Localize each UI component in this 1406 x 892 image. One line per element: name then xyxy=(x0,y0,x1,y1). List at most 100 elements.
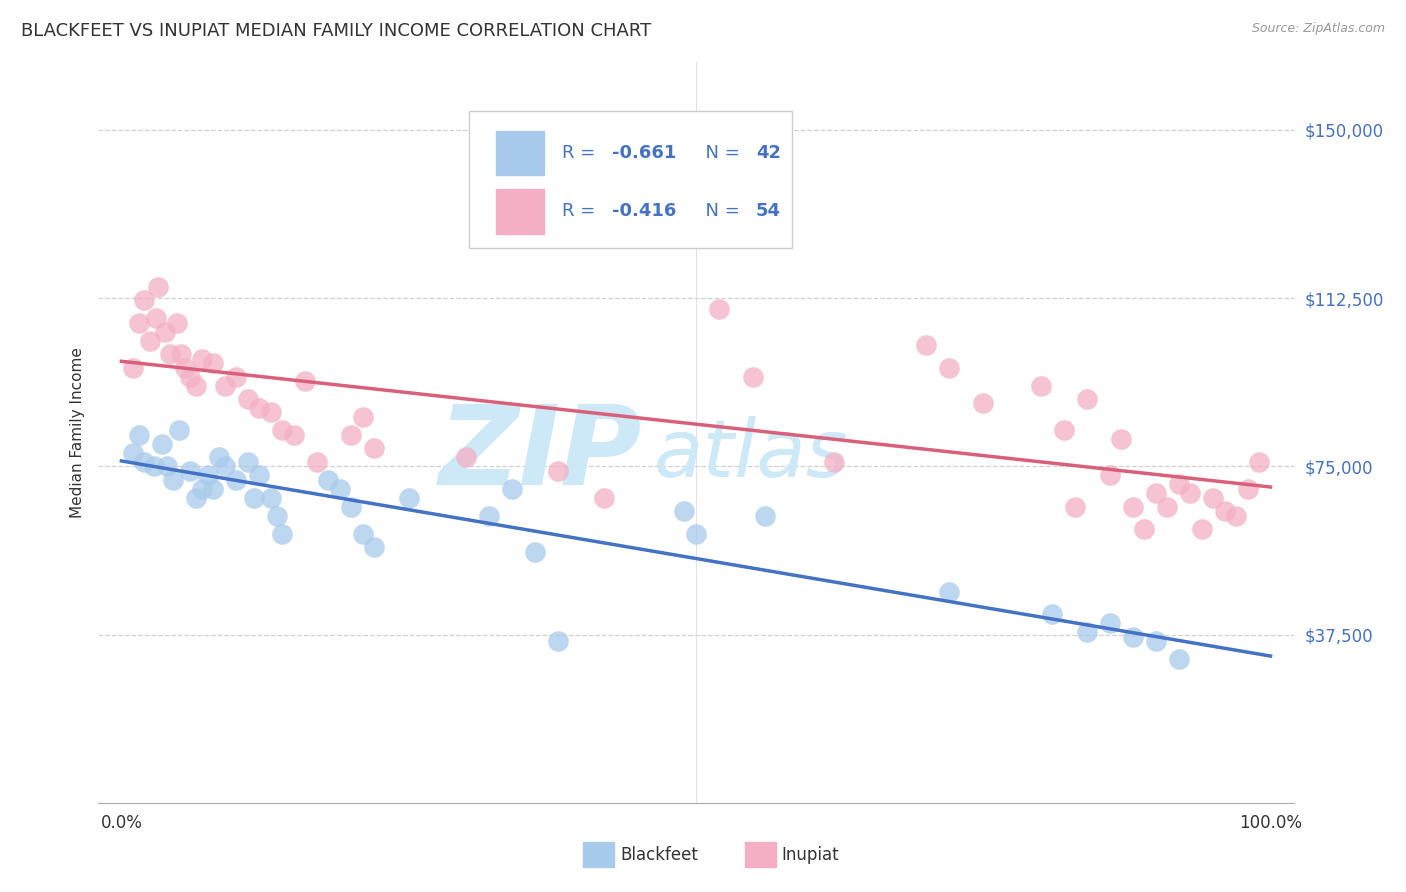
Point xyxy=(340,500,363,514)
Point xyxy=(150,437,173,451)
Point xyxy=(134,293,156,308)
Point xyxy=(122,360,145,375)
Point xyxy=(236,455,259,469)
Point xyxy=(214,378,236,392)
Point xyxy=(191,351,214,366)
Point xyxy=(202,482,225,496)
Point xyxy=(1064,500,1087,514)
Point xyxy=(685,526,707,541)
Point xyxy=(159,347,181,361)
Point xyxy=(271,526,294,541)
Point xyxy=(1133,522,1156,536)
Point xyxy=(1247,455,1270,469)
Point xyxy=(363,540,385,554)
Point xyxy=(673,504,696,518)
Point xyxy=(1144,634,1167,648)
Point xyxy=(593,491,616,505)
Point xyxy=(179,369,201,384)
Point xyxy=(823,455,845,469)
Point xyxy=(283,428,305,442)
Point xyxy=(1122,500,1144,514)
Point xyxy=(1109,433,1132,447)
Point xyxy=(1053,423,1076,437)
Point xyxy=(148,280,170,294)
Point xyxy=(139,334,162,348)
Point xyxy=(184,378,207,392)
Point xyxy=(352,526,374,541)
Point xyxy=(1144,486,1167,500)
Point xyxy=(938,585,960,599)
Point xyxy=(167,423,190,437)
Text: -0.416: -0.416 xyxy=(613,202,676,220)
Point xyxy=(1040,607,1063,622)
Point xyxy=(202,356,225,370)
Point xyxy=(225,369,247,384)
Point xyxy=(1098,616,1121,631)
Point xyxy=(1225,508,1247,523)
Point xyxy=(1076,625,1098,640)
Point xyxy=(156,459,179,474)
Point xyxy=(128,316,150,330)
Point xyxy=(1213,504,1236,518)
Point xyxy=(972,396,994,410)
Point xyxy=(914,338,936,352)
Point xyxy=(162,473,184,487)
Point xyxy=(524,544,547,558)
Point xyxy=(1236,482,1258,496)
Text: Inupiat: Inupiat xyxy=(782,846,839,863)
Point xyxy=(173,360,195,375)
Point xyxy=(271,423,294,437)
Point xyxy=(340,428,363,442)
Point xyxy=(742,369,765,384)
Y-axis label: Median Family Income: Median Family Income xyxy=(70,347,86,518)
Text: BLACKFEET VS INUPIAT MEDIAN FAMILY INCOME CORRELATION CHART: BLACKFEET VS INUPIAT MEDIAN FAMILY INCOM… xyxy=(21,22,651,40)
Point xyxy=(170,347,193,361)
Point xyxy=(1167,477,1189,491)
Point xyxy=(1202,491,1225,505)
Point xyxy=(145,311,167,326)
Point xyxy=(1178,486,1201,500)
Point xyxy=(142,459,165,474)
Text: atlas: atlas xyxy=(654,416,849,494)
Text: 54: 54 xyxy=(756,202,780,220)
Point xyxy=(260,491,283,505)
Point xyxy=(398,491,420,505)
Point xyxy=(128,428,150,442)
Point xyxy=(1122,630,1144,644)
Point xyxy=(547,464,569,478)
Text: -0.661: -0.661 xyxy=(613,145,676,162)
Point xyxy=(316,473,339,487)
Text: R =: R = xyxy=(562,202,602,220)
Point xyxy=(329,482,352,496)
Point xyxy=(242,491,264,505)
Text: 42: 42 xyxy=(756,145,780,162)
Point xyxy=(166,316,188,330)
Point xyxy=(247,401,270,415)
Point xyxy=(184,491,207,505)
FancyBboxPatch shape xyxy=(470,111,792,247)
Point xyxy=(478,508,501,523)
Point xyxy=(179,464,201,478)
Point xyxy=(456,450,478,465)
Point xyxy=(501,482,523,496)
Point xyxy=(305,455,328,469)
Point xyxy=(707,302,730,317)
Point xyxy=(247,468,270,483)
Point xyxy=(122,446,145,460)
Bar xyxy=(496,131,544,176)
Point xyxy=(260,405,283,419)
Point xyxy=(208,450,231,465)
Point xyxy=(363,442,385,456)
Point xyxy=(938,360,960,375)
Point xyxy=(266,508,288,523)
Text: ZIP: ZIP xyxy=(439,401,643,508)
Point xyxy=(547,634,569,648)
Point xyxy=(236,392,259,406)
Text: Blackfeet: Blackfeet xyxy=(620,846,697,863)
Point xyxy=(197,468,219,483)
Point xyxy=(1076,392,1098,406)
Point xyxy=(352,409,374,424)
Text: N =: N = xyxy=(693,145,745,162)
Point xyxy=(1029,378,1052,392)
Point xyxy=(214,459,236,474)
